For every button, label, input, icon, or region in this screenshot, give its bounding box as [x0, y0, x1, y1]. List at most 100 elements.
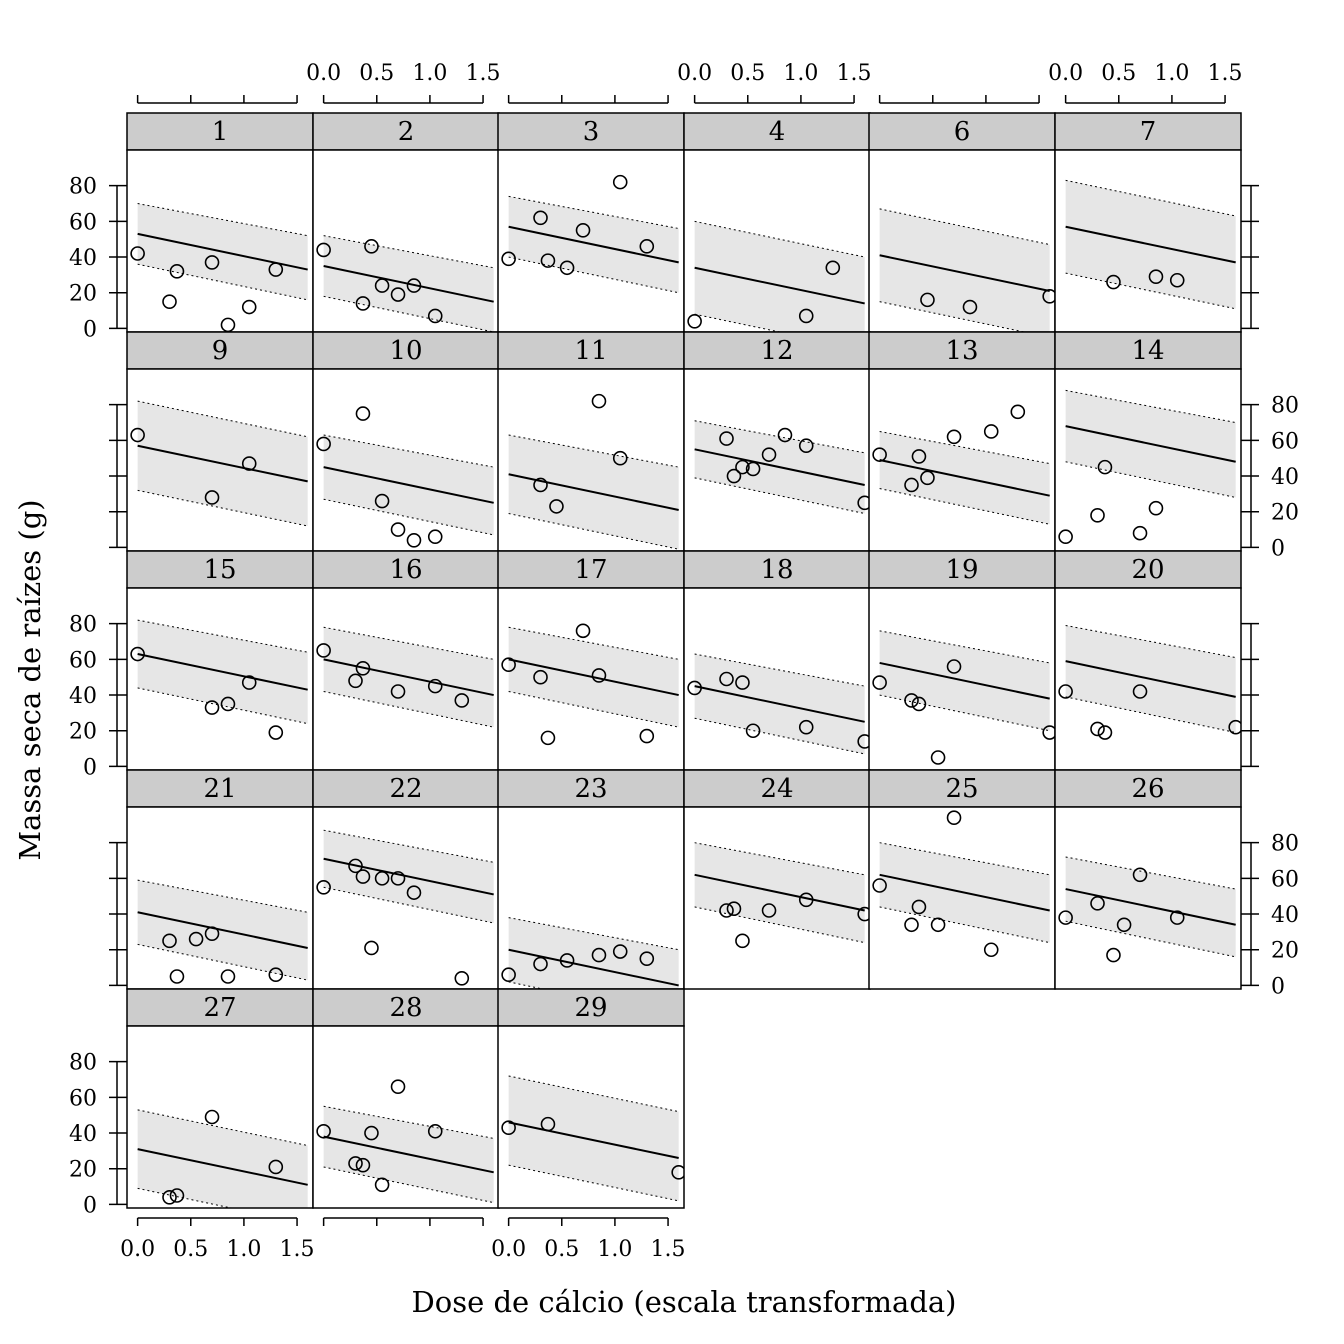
data-point — [857, 495, 870, 511]
data-point — [639, 951, 655, 966]
data-point — [1058, 529, 1073, 545]
data-point — [911, 449, 927, 464]
y-tick-label: 60 — [69, 648, 97, 673]
data-point — [726, 901, 742, 917]
panel-24: 24 — [683, 769, 871, 990]
data-point — [1132, 684, 1148, 699]
data-point — [857, 734, 870, 749]
band-upper-line — [694, 420, 865, 454]
y-tick-label: 20 — [69, 282, 97, 307]
data-point — [540, 1116, 556, 1132]
panel-strip — [126, 769, 314, 808]
fitted-line — [323, 857, 494, 896]
data-point — [687, 680, 702, 696]
fitted-line — [137, 1148, 308, 1186]
y-tick-label: 40 — [69, 246, 97, 271]
data-point — [374, 493, 390, 509]
x-tick-label: 1.5 — [651, 1237, 686, 1262]
prediction-band — [508, 917, 679, 989]
data-point — [204, 926, 220, 941]
panel-strip-label: 20 — [1131, 555, 1164, 585]
panel-strip-label: 28 — [389, 993, 422, 1023]
band-upper-line — [694, 220, 865, 258]
data-point — [983, 942, 999, 958]
data-point — [241, 675, 257, 690]
band-upper-line — [1065, 389, 1236, 424]
panel-strip-label: 26 — [1131, 774, 1164, 804]
band-upper-line — [323, 626, 494, 660]
panel-strip — [1054, 112, 1242, 151]
data-point — [204, 255, 220, 270]
panel-3: 3 — [497, 112, 685, 333]
fitted-line — [694, 448, 865, 486]
x-tick-label: 0.5 — [173, 1237, 208, 1262]
data-point — [348, 673, 363, 689]
fitted-line — [879, 254, 1050, 292]
data-point — [549, 499, 564, 514]
panel-strip-label: 12 — [760, 336, 793, 366]
data-point — [1106, 947, 1121, 963]
data-point — [904, 693, 919, 708]
x-axis: 0.0 0.5 1.0 1.5 — [120, 1217, 315, 1262]
data-point — [355, 869, 371, 884]
data-point — [591, 393, 607, 409]
data-point — [920, 470, 935, 486]
data-point — [533, 210, 548, 226]
panel-strip-label: 7 — [1140, 117, 1157, 147]
data-point — [355, 406, 371, 421]
panel-strip-label: 14 — [1131, 336, 1164, 366]
prediction-band — [137, 1109, 308, 1208]
data-point — [390, 684, 406, 699]
panel-25: 25 — [868, 769, 1056, 990]
data-point — [355, 1157, 371, 1173]
data-point — [204, 1109, 220, 1125]
data-point — [639, 728, 655, 744]
y-tick-label: 0 — [1271, 536, 1285, 561]
band-upper-line — [694, 653, 865, 687]
y-axis — [1241, 622, 1259, 768]
band-lower-line — [508, 1164, 679, 1202]
data-point — [374, 1177, 390, 1193]
data-point — [268, 1159, 284, 1175]
panel-26: 26 — [1054, 769, 1242, 990]
band-upper-line — [323, 235, 494, 269]
data-point — [364, 1125, 379, 1141]
data-point — [726, 468, 742, 484]
data-point — [911, 899, 927, 915]
data-point — [427, 1123, 443, 1139]
data-point — [904, 917, 919, 933]
fitted-line — [879, 873, 1050, 912]
panel-14: 14 — [1054, 331, 1242, 552]
x-tick-label: 1.5 — [280, 1237, 315, 1262]
data-point — [798, 438, 814, 454]
data-point — [735, 675, 750, 690]
panel-strip — [312, 988, 500, 1027]
panel-strip-label: 4 — [769, 117, 786, 147]
x-axis — [322, 1217, 484, 1226]
data-point — [406, 278, 422, 293]
band-upper-line — [137, 400, 308, 438]
x-tick-label: 0.0 — [306, 61, 341, 86]
data-point — [1106, 274, 1121, 290]
data-point — [454, 693, 470, 708]
band-lower-line — [694, 906, 865, 944]
panel-12: 12 — [683, 331, 871, 552]
x-tick-label: 1.5 — [466, 61, 501, 86]
y-tick-label: 0 — [83, 755, 97, 780]
x-tick-label: 1.0 — [597, 1237, 632, 1262]
band-lower-line — [137, 489, 308, 527]
y-axis: 0 20 40 60 80 — [69, 1051, 127, 1218]
band-lower-line — [323, 1166, 494, 1204]
data-point — [501, 251, 516, 267]
data-point — [1169, 910, 1185, 925]
data-point — [1116, 917, 1132, 933]
data-point — [639, 239, 655, 254]
axes: 0.0 0.5 1.0 1.5 0.0 0.5 1.0 1.5 0.0 0.5 1.0 1.50.0 0… — [69, 61, 1299, 1262]
data-point — [533, 956, 548, 972]
data-point — [427, 308, 443, 324]
data-point — [1058, 910, 1073, 925]
data-point — [390, 871, 406, 886]
band-upper-line — [323, 829, 494, 863]
panel-1: 1 — [126, 112, 314, 333]
